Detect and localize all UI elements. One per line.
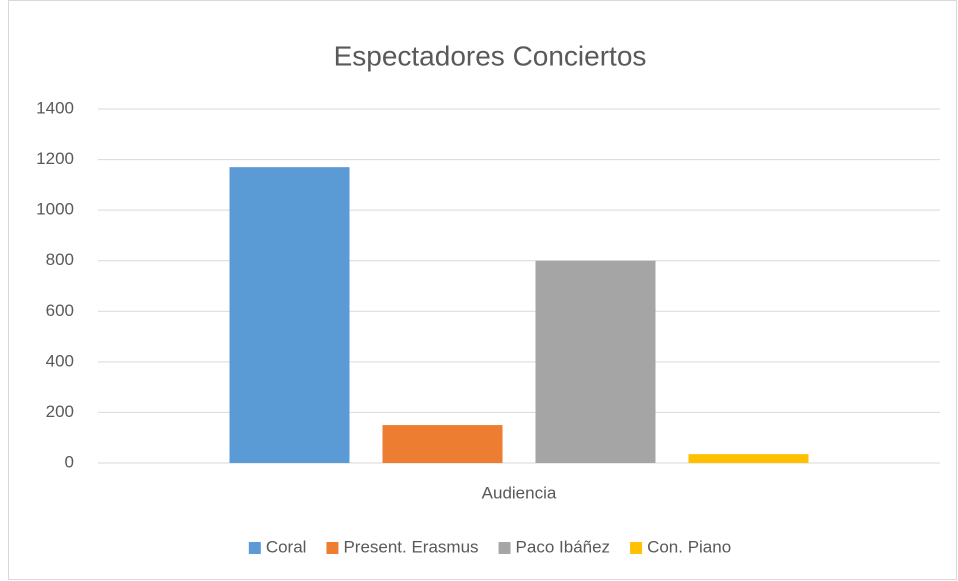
- legend-label: Coral: [266, 537, 307, 556]
- y-tick-label: 200: [46, 402, 74, 421]
- chart-frame: [8, 0, 957, 580]
- legend-label: Paco Ibáñez: [516, 537, 611, 556]
- y-tick-label: 1200: [36, 149, 74, 168]
- legend-swatch: [498, 542, 511, 554]
- legend-swatch: [630, 542, 643, 554]
- legend: Coral Present. Erasmus Paco Ibáñez Con. Pia…: [248, 537, 731, 556]
- bar: [229, 167, 350, 463]
- legend-swatch: [248, 542, 261, 554]
- y-tick-label: 0: [65, 452, 74, 471]
- y-tick-label: 1400: [36, 98, 74, 117]
- bar: [535, 260, 656, 463]
- bar: [382, 425, 503, 463]
- legend-label: Con. Piano: [647, 537, 731, 556]
- legend-label: Present. Erasmus: [343, 537, 478, 556]
- y-tick-label: 800: [46, 250, 74, 269]
- y-tick-label: 600: [46, 301, 74, 320]
- y-tick-label: 1000: [36, 200, 74, 219]
- y-tick-label: 400: [46, 351, 74, 370]
- bar: [688, 454, 809, 463]
- legend-swatch: [326, 542, 339, 554]
- chart-title: Espectadores Conciertos: [334, 40, 647, 71]
- x-tick-label: Audiencia: [482, 483, 557, 502]
